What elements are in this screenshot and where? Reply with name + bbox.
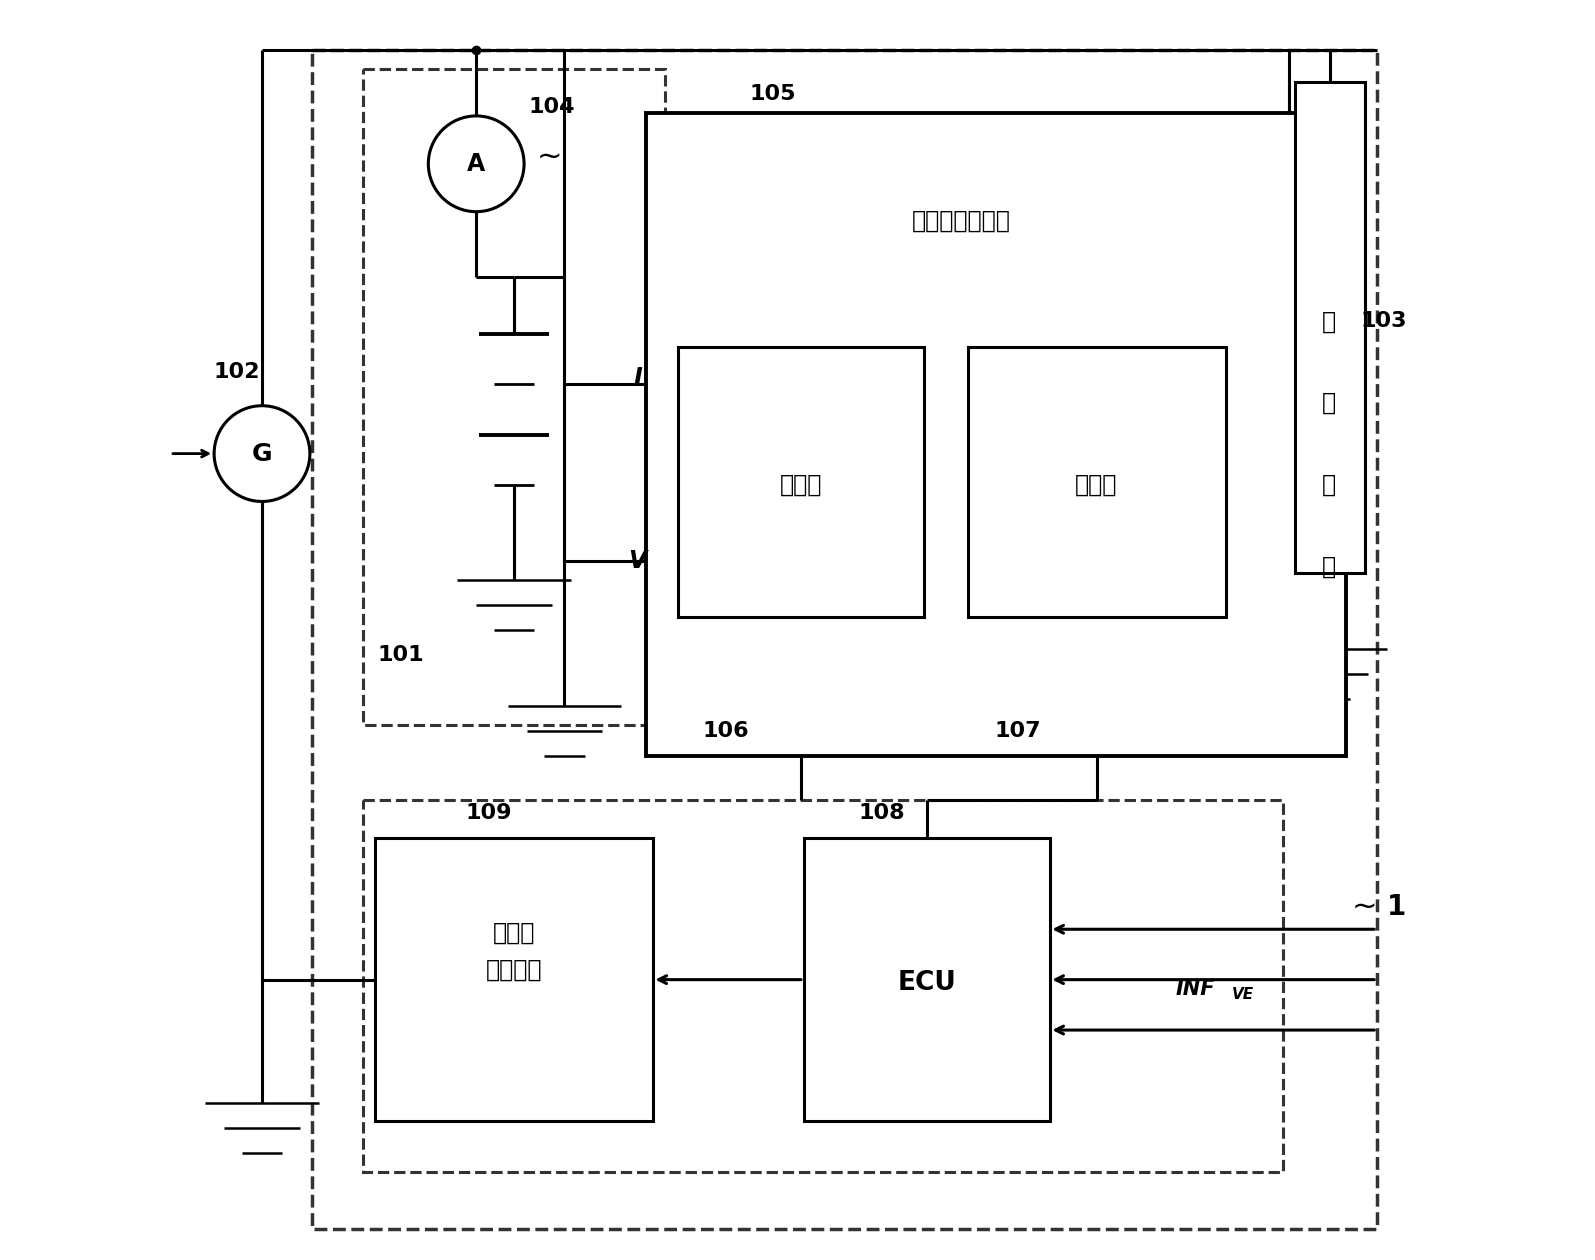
Text: INF: INF (1176, 979, 1215, 999)
Bar (362, 69, 665, 724)
Text: ~: ~ (536, 142, 561, 173)
Text: 103: 103 (1361, 311, 1407, 331)
Text: 107: 107 (995, 721, 1042, 741)
Text: I: I (633, 365, 641, 391)
Bar (678, 346, 924, 617)
Text: 电: 电 (1322, 309, 1337, 334)
Text: 106: 106 (702, 721, 750, 741)
Text: VE: VE (1233, 987, 1254, 1002)
Text: 102: 102 (214, 362, 260, 382)
Text: 缓冲器: 缓冲器 (780, 472, 823, 498)
Text: 控制单元: 控制单元 (486, 958, 542, 983)
Text: 载: 载 (1322, 554, 1337, 580)
Text: 109: 109 (466, 803, 512, 823)
Circle shape (429, 116, 525, 212)
Text: G: G (252, 441, 273, 466)
Bar (375, 838, 652, 1121)
Bar (804, 838, 1050, 1121)
Text: 负: 负 (1322, 472, 1337, 498)
Text: V: V (628, 548, 646, 573)
Text: ~: ~ (1351, 892, 1376, 922)
Text: 1: 1 (1386, 893, 1405, 921)
Bar (1295, 82, 1364, 573)
Text: 105: 105 (750, 84, 796, 105)
Text: 101: 101 (378, 645, 424, 665)
Text: A: A (467, 151, 485, 176)
Bar (362, 800, 1282, 1172)
Circle shape (214, 406, 309, 501)
Text: 存储状态检测器: 存储状态检测器 (912, 208, 1011, 233)
Text: 处理器: 处理器 (1075, 472, 1118, 498)
Text: 气: 气 (1322, 391, 1337, 416)
Text: 108: 108 (858, 803, 906, 823)
Text: 104: 104 (528, 97, 576, 117)
Text: ECU: ECU (898, 970, 957, 995)
Bar (646, 113, 1346, 756)
Text: 发电机: 发电机 (493, 920, 536, 945)
Bar (968, 346, 1227, 617)
Bar (313, 50, 1376, 1228)
